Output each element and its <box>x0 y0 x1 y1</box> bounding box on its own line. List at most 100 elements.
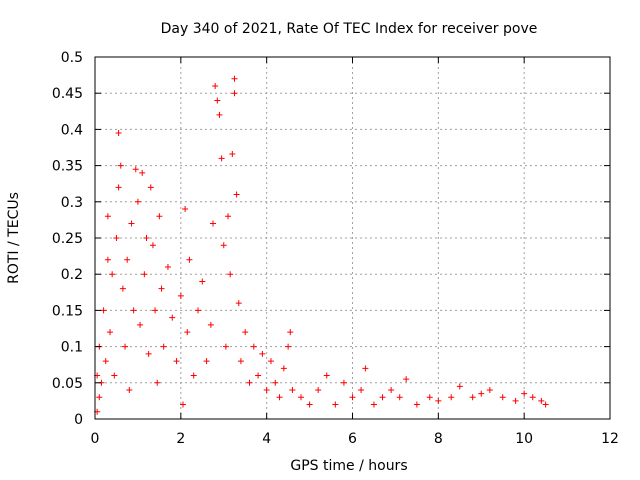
y-tick-label: 0.45 <box>52 86 83 102</box>
data-point <box>263 387 270 394</box>
data-points <box>94 75 549 415</box>
x-tick-label: 2 <box>176 431 185 447</box>
data-point <box>538 397 545 404</box>
y-axis-label: ROTI / TECUs <box>6 192 22 284</box>
data-point <box>267 358 274 365</box>
y-tick-label: 0.35 <box>52 159 83 175</box>
data-point <box>160 343 167 350</box>
data-point <box>478 390 485 397</box>
data-point <box>542 401 549 408</box>
data-point <box>164 263 171 270</box>
data-point <box>448 394 455 401</box>
data-point <box>231 90 238 97</box>
data-point <box>287 329 294 336</box>
data-point <box>113 235 120 241</box>
data-point <box>323 372 330 379</box>
data-point <box>214 97 221 104</box>
data-point <box>156 213 163 220</box>
data-point <box>128 220 135 227</box>
x-tick-label: 8 <box>434 431 443 447</box>
data-point <box>115 184 122 191</box>
data-point <box>107 329 114 336</box>
x-tick-labels: 0 2 4 6 8 10 12 <box>91 431 619 447</box>
data-point <box>184 329 191 336</box>
data-point <box>486 387 493 394</box>
data-point <box>340 379 347 386</box>
data-point <box>298 394 304 401</box>
data-point <box>182 206 189 213</box>
data-point <box>111 372 118 379</box>
data-point <box>272 379 279 386</box>
data-point <box>469 394 476 401</box>
data-point <box>250 343 257 350</box>
y-tick-label: 0.5 <box>61 50 83 66</box>
data-point <box>195 307 201 314</box>
data-point <box>154 379 161 386</box>
data-point <box>147 184 154 191</box>
data-point <box>225 213 232 220</box>
data-point <box>315 387 322 394</box>
data-point <box>242 329 249 336</box>
data-point <box>349 394 356 401</box>
data-point <box>190 372 197 379</box>
data-point <box>122 343 129 350</box>
data-point <box>137 321 144 328</box>
data-point <box>456 383 463 390</box>
data-point <box>158 285 165 292</box>
y-tick-label: 0.4 <box>61 122 83 138</box>
data-point <box>233 191 240 198</box>
data-point <box>104 256 111 263</box>
y-tick-label: 0.2 <box>61 267 83 283</box>
data-point <box>521 390 528 397</box>
data-point <box>218 155 225 162</box>
data-point <box>104 213 111 220</box>
data-point <box>130 307 137 314</box>
data-point <box>396 394 403 401</box>
data-point <box>143 235 150 241</box>
grid <box>95 57 610 419</box>
data-point <box>499 394 506 401</box>
data-point <box>199 278 206 285</box>
data-point <box>145 350 152 357</box>
y-tick-label: 0.05 <box>52 376 83 392</box>
data-point <box>152 307 159 314</box>
data-point <box>276 394 283 401</box>
data-point <box>117 162 124 169</box>
data-point <box>119 285 126 292</box>
data-point <box>220 242 227 249</box>
x-tick-label: 6 <box>348 431 357 447</box>
data-point <box>426 394 433 401</box>
chart-title: Day 340 of 2021, Rate Of TEC Index for r… <box>161 21 538 37</box>
data-point <box>246 379 253 386</box>
data-point <box>216 111 223 118</box>
y-tick-labels: 0 0.05 0.1 0.15 0.2 0.25 0.3 0.35 0.4 0.45 0.5 <box>52 50 83 428</box>
data-point <box>169 314 176 321</box>
data-point <box>529 394 536 401</box>
data-point <box>435 397 442 404</box>
y-tick-label: 0 <box>74 412 83 428</box>
data-point <box>229 151 236 158</box>
data-point <box>126 387 133 394</box>
data-point <box>306 401 313 408</box>
data-point <box>186 256 193 263</box>
data-point <box>362 365 369 372</box>
data-point <box>149 242 156 249</box>
data-point <box>109 271 116 278</box>
axis-ticks <box>94 56 611 420</box>
data-point <box>358 387 365 394</box>
data-point <box>231 75 238 82</box>
data-point <box>285 343 292 350</box>
data-point <box>379 394 386 401</box>
data-point <box>403 376 410 383</box>
data-point <box>227 271 234 278</box>
x-tick-label: 4 <box>262 431 271 447</box>
data-point <box>255 372 262 379</box>
data-point <box>512 397 519 404</box>
data-point <box>96 394 103 401</box>
data-point <box>212 82 219 89</box>
data-point <box>237 358 244 365</box>
data-point <box>289 387 296 394</box>
data-point <box>413 401 420 408</box>
data-point <box>203 358 210 365</box>
